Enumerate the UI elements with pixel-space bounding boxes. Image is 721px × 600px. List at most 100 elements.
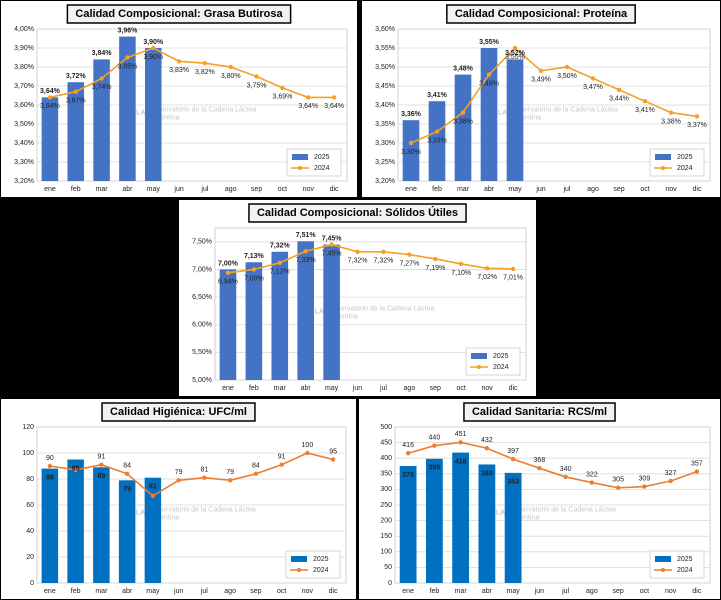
legend-label: 2025 — [493, 353, 509, 360]
bar — [425, 458, 443, 583]
legend-swatch — [298, 166, 302, 170]
x-tick-label: may — [146, 588, 160, 595]
bar-label: 380 — [481, 470, 493, 477]
line-label: 340 — [560, 466, 572, 473]
line-label: 7,27% — [399, 260, 419, 267]
y-tick-label: 3,45% — [375, 83, 395, 90]
line-point — [47, 463, 53, 469]
watermark-sub: Argentina — [149, 515, 179, 522]
legend-swatch — [477, 365, 481, 369]
y-tick-label: 500 — [380, 424, 392, 431]
x-tick-label: mar — [95, 588, 108, 595]
line-label: 7,12% — [270, 269, 290, 276]
x-tick-label: ago — [224, 588, 236, 595]
line-point — [694, 114, 700, 119]
y-tick-label: 250 — [380, 502, 392, 509]
line-point — [251, 267, 257, 272]
bar-label: 3,64% — [40, 88, 61, 95]
y-tick-label: 300 — [380, 486, 392, 493]
x-tick-label: may — [507, 588, 521, 595]
bar-label: 7,13% — [244, 253, 265, 260]
y-tick-label: 3,25% — [375, 159, 395, 166]
y-tick-label: 100 — [380, 549, 392, 556]
line-label: 84 — [123, 463, 131, 470]
line-label: 81 — [200, 467, 208, 474]
line-label: 7,19% — [425, 265, 445, 272]
line-label: 6,94% — [218, 279, 238, 286]
line-point — [484, 266, 490, 271]
line-point — [405, 451, 411, 456]
line-label: 84 — [252, 463, 260, 470]
bar — [41, 97, 59, 181]
y-tick-label: 7,00% — [192, 266, 212, 273]
x-tick-label: jul — [379, 385, 387, 392]
x-tick-label: jul — [200, 186, 208, 193]
line — [227, 243, 514, 274]
bar-label: 7,32% — [270, 243, 291, 250]
line-label: 3,38% — [661, 118, 681, 125]
bar-label: 418 — [455, 458, 467, 465]
legend-label: 2024 — [677, 567, 693, 574]
x-tick-label: ene — [405, 186, 417, 193]
line-label: 100 — [302, 442, 314, 449]
y-tick-label: 3,60% — [375, 26, 395, 33]
line-point — [253, 471, 259, 476]
y-tick-label: 5,50% — [192, 349, 212, 356]
y-tick-label: 40 — [26, 528, 34, 535]
line-label: 3,85% — [117, 63, 137, 70]
y-tick-label: 3,40% — [14, 140, 34, 147]
x-tick-label: jun — [535, 186, 545, 193]
line-point — [484, 446, 490, 451]
y-tick-label: 3,50% — [375, 64, 395, 71]
line-label: 322 — [586, 471, 598, 478]
x-tick-label: oct — [278, 186, 287, 193]
y-tick-label: 3,90% — [14, 45, 34, 52]
line-label: 309 — [639, 475, 651, 482]
bar-label: 3,96% — [117, 27, 138, 34]
watermark-text: Observatorio de la Cadena Láctea — [511, 106, 618, 113]
line-label: 416 — [402, 442, 414, 449]
x-tick-label: may — [508, 186, 522, 193]
line-point — [124, 471, 130, 476]
y-tick-label: 3,50% — [14, 121, 34, 128]
x-tick-label: jun — [173, 186, 183, 193]
legend-swatch — [655, 154, 671, 160]
watermark-text: Observatorio de la Cadena Láctea — [150, 106, 257, 113]
legend-box — [285, 550, 341, 579]
bar — [402, 120, 420, 181]
y-tick-label: 350 — [380, 471, 392, 478]
x-tick-label: feb — [249, 385, 259, 392]
bar-label: 3,55% — [479, 39, 500, 46]
line-point — [305, 450, 310, 456]
x-tick-label: jun — [352, 385, 362, 392]
line-label: 3,64% — [324, 103, 344, 110]
y-tick-label: 3,35% — [375, 121, 395, 128]
y-tick-label: 3,80% — [14, 64, 34, 71]
y-tick-label: 50 — [384, 564, 392, 571]
line-label: 3,90% — [143, 54, 163, 61]
bar — [506, 59, 524, 181]
line-point — [47, 95, 53, 100]
x-tick-label: feb — [432, 186, 442, 193]
x-tick-label: jul — [562, 186, 570, 193]
y-tick-label: 6,00% — [192, 322, 212, 329]
title-box — [446, 4, 636, 24]
line-label: 3,30% — [401, 149, 421, 156]
y-tick-label: 3,55% — [375, 45, 395, 52]
line-label: 3,55% — [505, 54, 525, 61]
legend-swatch — [661, 568, 665, 572]
bar-label: 375 — [402, 472, 414, 479]
watermark-sub: Argentina — [328, 313, 358, 320]
x-tick-label: feb — [71, 186, 81, 193]
title-box — [66, 4, 292, 24]
x-tick-label: sep — [430, 385, 441, 392]
x-tick-label: nov — [302, 588, 314, 595]
line-label: 7,32% — [348, 258, 368, 265]
line-point — [458, 440, 463, 445]
line-label: 3,64% — [298, 103, 318, 110]
legend-label: 2025 — [677, 556, 693, 563]
bar — [428, 101, 446, 181]
bar-label: 3,72% — [66, 73, 87, 80]
line-label: 7,02% — [477, 274, 497, 281]
